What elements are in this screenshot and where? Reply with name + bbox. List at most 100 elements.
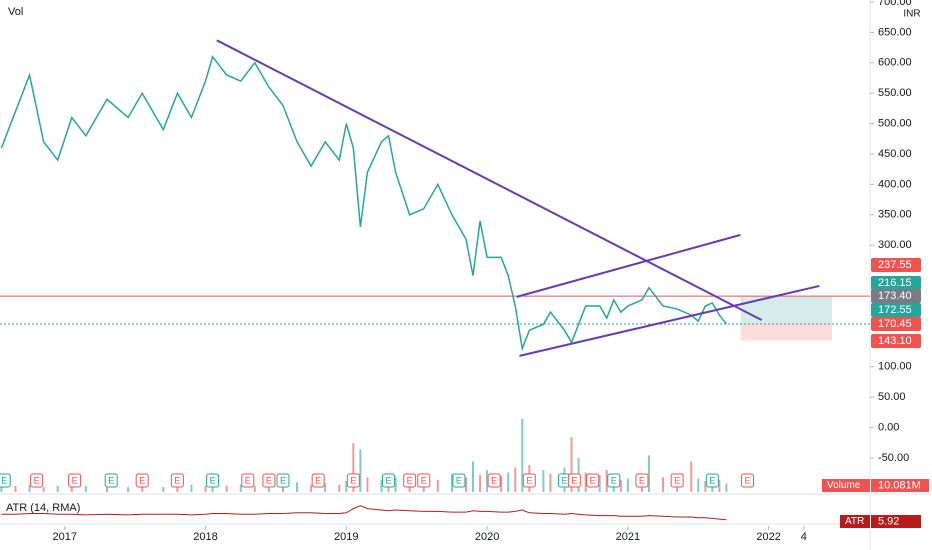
- volume-bar: [500, 476, 503, 492]
- price-tag: [871, 303, 921, 317]
- volume-bar: [725, 483, 728, 492]
- earnings-icon: [241, 473, 255, 488]
- earnings-label: E: [34, 475, 40, 485]
- price-tag-label: 173.40: [878, 290, 912, 302]
- earnings-icon: [262, 473, 276, 488]
- x-tick-label: 2022: [756, 531, 780, 543]
- y-tick-label: 600.00: [878, 57, 912, 69]
- volume-bar: [176, 485, 179, 492]
- y-tick-label: 700.00: [878, 0, 912, 8]
- volume-bar: [380, 479, 383, 492]
- earnings-icon: [311, 473, 325, 488]
- volume-bar: [704, 481, 707, 492]
- y-tick-label: -50.00: [878, 452, 909, 464]
- trendline: [516, 233, 741, 298]
- volume-bar: [253, 485, 256, 492]
- volume-bar: [450, 473, 453, 492]
- price-tag: [871, 317, 921, 331]
- y-tick-label: 100.00: [878, 361, 912, 373]
- volume-bar: [225, 485, 228, 492]
- earnings-label: E: [108, 475, 114, 485]
- earnings-label: E: [562, 475, 568, 485]
- volume-bar: [338, 484, 341, 492]
- y-tick-label: 650.00: [878, 26, 912, 38]
- earnings-icon: [346, 473, 360, 488]
- earnings-icon: [276, 473, 290, 488]
- earnings-label: E: [407, 475, 413, 485]
- earnings-icon: [417, 473, 431, 488]
- volume-bar: [605, 470, 608, 492]
- atr-tag: [840, 515, 870, 528]
- volume-bar: [690, 461, 693, 492]
- earnings-label: E: [266, 475, 272, 485]
- earnings-label: E: [639, 475, 645, 485]
- volume-bar: [84, 485, 87, 492]
- volume-bar: [394, 477, 397, 492]
- x-tick-label: 2019: [334, 531, 358, 543]
- earnings-label: E: [174, 475, 180, 485]
- earnings-label: E: [280, 475, 286, 485]
- volume-bar: [697, 478, 700, 492]
- volume-bar: [366, 477, 369, 492]
- atr-value: 5.92: [878, 515, 899, 527]
- price-tag: [871, 334, 921, 348]
- volume-label: Vol: [8, 6, 23, 18]
- volume-bar: [464, 477, 467, 492]
- volume-bar: [267, 484, 270, 492]
- y-tick-label: 50.00: [878, 391, 906, 403]
- volume-bar: [281, 483, 284, 492]
- volume-bar: [204, 485, 207, 492]
- price-tag-label: 216.15: [878, 277, 912, 289]
- volume-bar: [310, 484, 313, 492]
- atr-label: ATR (14, RMA): [6, 502, 80, 514]
- earnings-label: E: [72, 475, 78, 485]
- volume-bar: [507, 472, 510, 492]
- y-tick-label: 400.00: [878, 178, 912, 190]
- volume-bar: [42, 487, 45, 492]
- volume-bar: [626, 478, 629, 492]
- earnings-icon: [705, 473, 719, 488]
- volume-bar: [521, 418, 524, 492]
- x-tick-label: 2017: [53, 531, 77, 543]
- earnings-icon: [670, 473, 684, 488]
- volume-value-tag: [871, 479, 929, 492]
- earnings-label: E: [674, 475, 680, 485]
- x-tick-label: 2020: [475, 531, 499, 543]
- volume-bar: [70, 487, 73, 492]
- x-tick-label: 4: [801, 531, 807, 543]
- trendline: [519, 284, 820, 357]
- atr-tag-name: ATR: [845, 516, 864, 527]
- volume-bar: [296, 482, 299, 492]
- volume-bar: [141, 485, 144, 492]
- earnings-label: E: [350, 475, 356, 485]
- volume-bar: [56, 485, 59, 492]
- volume-bar: [514, 467, 517, 492]
- price-tag: [871, 276, 921, 290]
- earnings-label: E: [245, 475, 251, 485]
- volume-bar: [647, 455, 650, 492]
- volume-bar: [105, 484, 108, 492]
- volume-bar: [718, 479, 721, 492]
- atr-line: [1, 505, 727, 521]
- volume-bar: [190, 484, 193, 492]
- y-tick-label: 350.00: [878, 209, 912, 221]
- y-tick-label: 450.00: [878, 148, 912, 160]
- earnings-label: E: [210, 475, 216, 485]
- volume-bar: [549, 473, 552, 492]
- earnings-label: E: [456, 475, 462, 485]
- y-tick-label: 550.00: [878, 87, 912, 99]
- volume-bar: [542, 470, 545, 492]
- volume-bar: [162, 487, 165, 492]
- earnings-label: E: [745, 475, 751, 485]
- volume-value-label: 10.081M: [878, 479, 921, 491]
- earnings-icon: [68, 473, 82, 488]
- earnings-icon: [741, 473, 755, 488]
- volume-bar: [14, 485, 17, 492]
- earnings-icon: [487, 473, 501, 488]
- volume-bar: [486, 470, 489, 492]
- price-tag-label: 143.10: [878, 335, 912, 347]
- volume-bar: [324, 483, 327, 492]
- volume-tag: [822, 479, 870, 492]
- x-tick-label: 2018: [193, 531, 217, 543]
